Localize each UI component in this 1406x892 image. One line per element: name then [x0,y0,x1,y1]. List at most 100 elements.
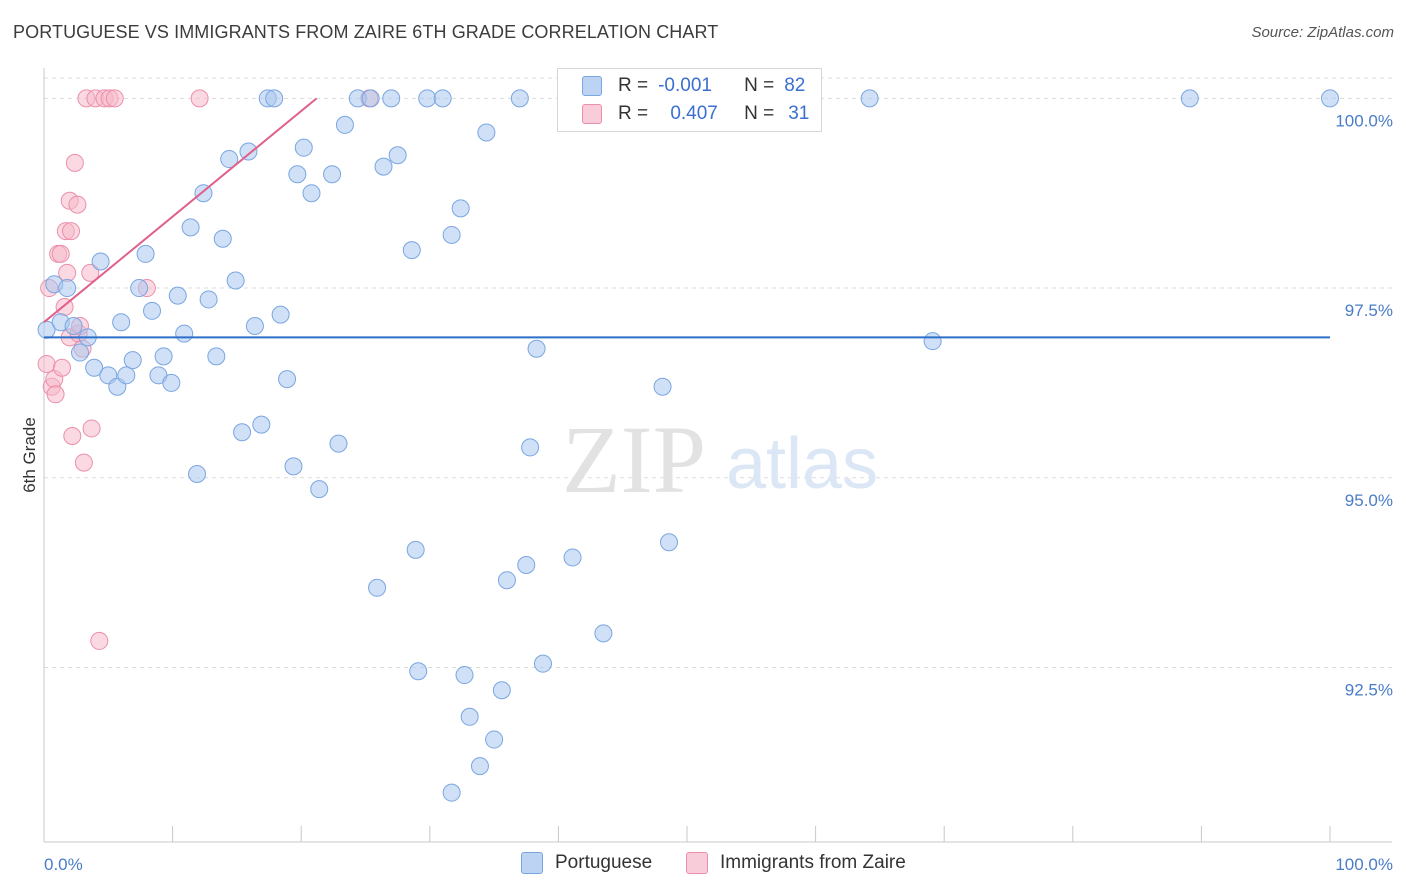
portuguese-point [406,540,425,559]
portuguese-point [510,89,529,108]
portuguese-point [252,415,271,434]
legend-r-value: 0.407 [670,103,718,124]
tick-labels: 100.0% 97.5% 95.0% 92.5% 0.0% 100.0% [44,111,1393,874]
portuguese-point [470,757,489,776]
zaire-point [62,222,81,241]
trend-line-zaire [43,97,318,323]
portuguese-point [442,783,461,802]
y-tick-label: 92.5% [1345,680,1393,699]
portuguese-point [492,681,511,700]
zaire-point [74,453,93,472]
legend-r-value: -0.001 [658,75,712,96]
zaire-point [63,427,82,446]
portuguese-point [71,343,90,362]
portuguese-point [112,313,131,332]
portuguese-point [175,324,194,343]
legend-swatch-pink [686,852,708,874]
portuguese-point [451,199,470,218]
portuguese-point [213,229,232,248]
portuguese-point [653,377,672,396]
portuguese-point [288,165,307,184]
y-axis-label: 6th Grade [20,417,39,493]
portuguese-point [181,218,200,237]
portuguese-point [485,730,504,749]
portuguese-point [455,666,474,685]
x-tick-label: 100.0% [1335,855,1393,874]
portuguese-point [310,480,329,499]
portuguese-point [265,89,284,108]
portuguese-point [136,244,155,263]
portuguese-point [302,184,321,203]
y-tick-label: 97.5% [1345,301,1393,320]
portuguese-point [563,548,582,567]
portuguese-point [271,305,290,324]
zaire-point [46,385,65,404]
portuguese-point [226,271,245,290]
legend-item-zaire[interactable]: Immigrants from Zaire [686,852,906,874]
portuguese-point [433,89,452,108]
legend-n-value: 31 [788,103,810,124]
portuguese-point [368,578,387,597]
portuguese-point [923,332,942,351]
portuguese-point [477,123,496,142]
portuguese-point [154,347,173,366]
portuguese-point [659,533,678,552]
zaire-point [81,263,100,282]
portuguese-point [85,358,104,377]
zaire-point [37,354,56,373]
legend-n-label: N = [744,75,775,96]
portuguese-point [460,707,479,726]
legend-swatch-blue [582,76,602,96]
legend-item-label: Immigrants from Zaire [720,852,906,873]
portuguese-point [123,351,142,370]
portuguese-point [860,89,879,108]
portuguese-point [168,286,187,305]
portuguese-point [335,115,354,134]
legend-n-label: N = [744,103,775,124]
gridlines [44,77,1392,668]
portuguese-point [199,290,218,309]
legend-row-zaire: R = 0.407 N = 31 [582,101,809,127]
legend-r-label: R = [618,103,649,124]
zaire-point [53,358,72,377]
zaire-point [82,419,101,438]
legend-n-value: 82 [784,75,806,96]
zaire-point [190,89,209,108]
watermark: ZIP atlas [562,406,878,513]
legend-row-portuguese: R = -0.001 N = 82 [582,73,805,99]
portuguese-point [388,146,407,165]
chart-title: PORTUGUESE VS IMMIGRANTS FROM ZAIRE 6TH … [13,22,719,42]
portuguese-point [188,464,207,483]
series-legend: Portuguese Immigrants from Zaire [0,852,1406,878]
legend-item-portuguese[interactable]: Portuguese [521,852,652,874]
portuguese-point [594,624,613,643]
portuguese-point [521,438,540,457]
trend-lines [43,97,1330,339]
portuguese-point [409,662,428,681]
portuguese-point [517,556,536,575]
portuguese-point [117,366,136,385]
source-label: Source: ZipAtlas.com [1251,24,1394,41]
portuguese-point [527,339,546,358]
portuguese-point [233,423,252,442]
portuguese-point [239,142,258,161]
portuguese-point [278,370,297,389]
correlation-legend: R = -0.001 N = 82 R = 0.407 N = 31 [557,68,822,132]
zaire-point [51,244,70,263]
portuguese-point [402,241,421,260]
portuguese-point [91,252,110,271]
portuguese-point [294,138,313,157]
portuguese-point [64,317,83,335]
portuguese-point [1321,89,1339,108]
portuguese-point [497,571,516,590]
portuguese-point [143,301,162,320]
portuguese-point [533,654,552,673]
portuguese-point [162,373,181,392]
portuguese-point [284,457,303,476]
portuguese-point [245,317,264,335]
watermark-zip: ZIP [562,406,706,513]
y-tick-label: 100.0% [1335,111,1393,130]
legend-r-label: R = [618,75,649,96]
y-tick-label: 95.0% [1345,491,1393,510]
